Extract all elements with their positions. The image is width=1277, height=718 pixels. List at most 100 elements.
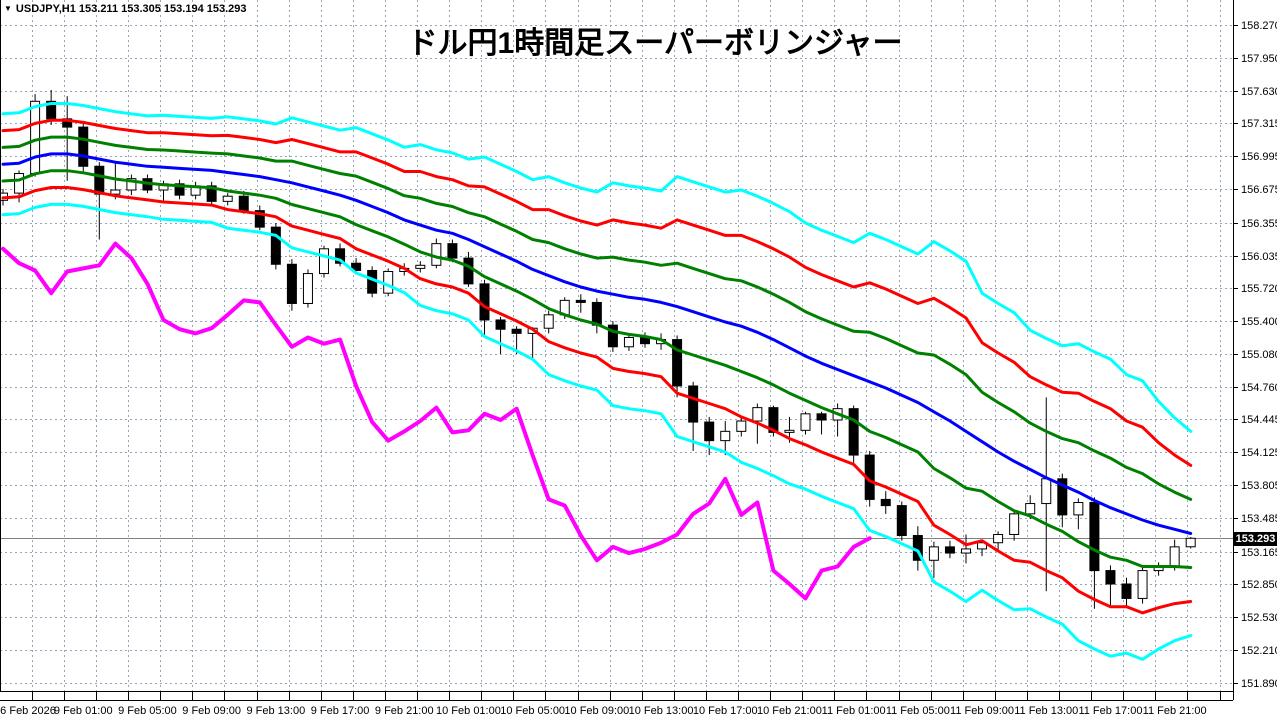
candle-body [479,283,490,321]
time-axis-label: 9 Feb 09:00 [182,705,241,717]
candle [816,411,827,435]
candle-body [94,165,105,195]
candle-body [768,407,779,433]
time-axis-label: 10 Feb 17:00 [693,705,758,717]
candle [896,501,907,541]
candle [543,310,554,334]
candle [174,179,185,200]
price-axis-label: 153.805 [1241,480,1277,492]
candle-body [591,301,602,326]
candle [848,405,859,464]
bollinger-lower-3sigma-line [1,202,1193,661]
candle-body [1137,570,1148,599]
symbol-info: ▼ USDJPY,H1 153.211 153.305 153.194 153.2… [4,3,247,15]
candle-body [1057,478,1068,516]
time-axis-label: 11 Feb 17:00 [1078,705,1142,717]
price-axis-label: 154.125 [1241,447,1277,459]
candle [1041,397,1052,592]
chart-title: ドル円1時間足スーパーボリンジャー [407,27,903,60]
time-axis-label: 10 Feb 01:00 [436,705,501,717]
candle-body [383,270,394,294]
candle-body [1121,583,1132,599]
candle-body [928,546,939,561]
candle-body [78,126,89,167]
candle [463,251,474,287]
candle [415,261,426,273]
time-axis-label: 9 Feb 17:00 [311,705,370,717]
time-axis-label: 11 Feb 21:00 [1143,705,1207,717]
price-axis[interactable]: 158.270 157.950 157.630 157.315 156.995 156.6… [1233,20,1277,690]
candle-body [848,408,859,456]
candle-body [896,505,907,537]
candlesticks [0,89,1196,609]
candle-body [447,243,458,259]
price-axis-label: 155.400 [1241,316,1277,328]
candle-body [720,430,731,442]
candle-body [302,273,313,304]
candle [720,421,731,456]
price-axis-label: 156.035 [1241,251,1277,263]
candle-body [944,546,955,554]
candle-body [351,262,362,271]
candle-body [543,314,554,329]
candle [961,534,971,564]
candle-body [688,385,699,423]
bollinger-upper-2sigma-line [1,118,1193,467]
candle [800,411,811,435]
candle-body [126,178,137,191]
candle [254,205,265,231]
candle [880,491,891,514]
candle-body [14,173,25,194]
price-axis-label: 153.165 [1241,547,1277,559]
candle [270,223,281,270]
candle-body [495,319,506,330]
candle-body [961,548,971,554]
price-axis-label: 156.995 [1241,151,1277,163]
sma-center-line [1,152,1193,535]
time-axis-label: 11 Feb 01:00 [822,705,886,717]
candle [495,316,506,354]
candle-body [30,100,41,175]
candle-body [736,420,747,432]
bollinger-lower-1sigma-line [1,169,1193,569]
price-axis-label: 156.675 [1241,184,1277,196]
price-axis-label: 157.630 [1241,86,1277,98]
price-axis-label: 158.270 [1241,20,1277,32]
time-axis-label: 10 Feb 09:00 [564,705,629,717]
candle-body [575,299,586,303]
candle-body [704,421,715,442]
candle [993,531,1004,550]
candle [1073,498,1084,530]
candle-body [238,195,249,212]
bollinger-upper-3sigma-line [1,102,1193,433]
candle-body [800,413,811,431]
candle [704,416,715,456]
candle-body [993,533,1004,544]
candle [1137,567,1148,604]
price-axis-label: 157.950 [1241,53,1277,65]
candle-body [1073,502,1084,516]
candle-body [816,413,827,421]
candle-body [672,339,683,387]
price-axis-label: 152.210 [1241,645,1277,657]
price-axis-label: 152.850 [1241,579,1277,591]
price-axis-label: 156.355 [1241,218,1277,230]
price-axis-label: 155.720 [1241,283,1277,295]
candle-body [511,328,522,334]
candle-body [415,264,426,269]
candle [447,239,458,263]
time-axis-label: 10 Feb 05:00 [500,705,565,717]
candle [1057,473,1068,528]
candle-body [607,324,618,348]
price-axis-label: 151.890 [1241,678,1277,690]
time-axis-label: 10 Feb 21:00 [757,705,822,717]
candle [672,335,683,398]
current-price-badge: 153.293 [1234,531,1277,546]
symbol-dropdown-icon[interactable]: ▼ [4,4,12,13]
candle [222,193,233,206]
candle [928,541,939,578]
time-axis-label: 10 Feb 13:00 [629,705,694,717]
